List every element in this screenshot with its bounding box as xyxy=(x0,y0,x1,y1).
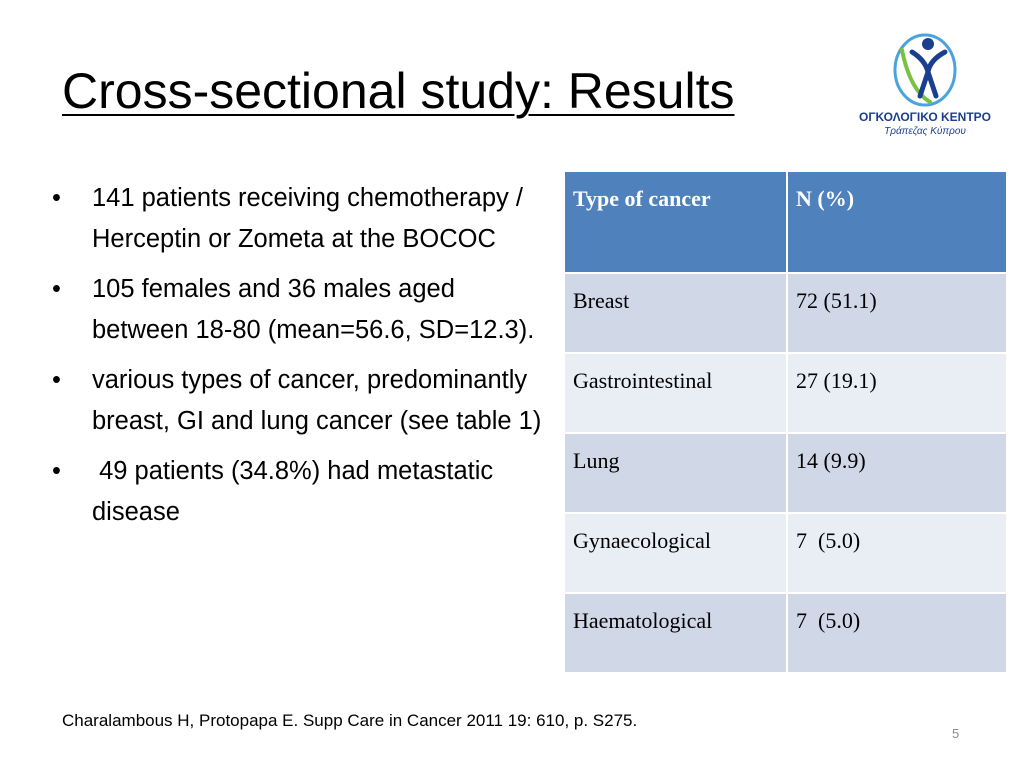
count-cell: 14 (9.9) xyxy=(786,432,1008,514)
header-type-of-cancer: Type of cancer xyxy=(563,170,788,274)
bullet-marker: • xyxy=(52,366,61,394)
count-cell: 72 (51.1) xyxy=(786,272,1008,354)
bullet-text: 141 patients receiving chemotherapy / He… xyxy=(92,184,523,253)
cancer-type-cell: Gynaecological xyxy=(563,512,788,594)
count-cell: 27 (19.1) xyxy=(786,352,1008,434)
table-header-row: Type of cancer N (%) xyxy=(563,170,1008,274)
bullet-text: 49 patients (34.8%) had metastatic disea… xyxy=(92,457,501,526)
table-row: Haematological 7 (5.0) xyxy=(563,592,1008,674)
header-n-percent: N (%) xyxy=(786,170,1008,274)
results-bullet-list: • 141 patients receiving chemotherapy / H… xyxy=(52,178,542,542)
table-row: Gastrointestinal 27 (19.1) xyxy=(563,352,1008,434)
count-cell: 7 (5.0) xyxy=(786,592,1008,674)
figure-logo-icon xyxy=(893,33,957,107)
logo-subtitle: Τράπεζας Κύπρου xyxy=(884,126,966,137)
bullet-text: various types of cancer, predominantly b… xyxy=(92,366,542,435)
oncology-center-logo: ΟΓΚΟΛΟΓΙΚΟ ΚΕΝΤΡΟ Τράπεζας Κύπρου xyxy=(850,30,1000,150)
slide-title: Cross-sectional study: Results xyxy=(62,63,735,119)
table-row: Lung 14 (9.9) xyxy=(563,432,1008,514)
cancer-type-cell: Haematological xyxy=(563,592,788,674)
table-row: Gynaecological 7 (5.0) xyxy=(563,512,1008,594)
table-row: Breast 72 (51.1) xyxy=(563,272,1008,354)
bullet-marker: • xyxy=(52,275,61,303)
count-cell: 7 (5.0) xyxy=(786,512,1008,594)
bullet-item: • various types of cancer, predominantly … xyxy=(52,360,542,442)
bullet-marker: • xyxy=(52,457,61,485)
citation-text: Charalambous H, Protopapa E. Supp Care i… xyxy=(62,711,638,730)
bullet-item: • 105 females and 36 males aged between 1… xyxy=(52,269,542,351)
bullet-item: • 49 patients (34.8%) had metastatic dis… xyxy=(52,451,542,533)
bullet-text: 105 females and 36 males aged between 18… xyxy=(92,275,535,344)
cancer-type-cell: Lung xyxy=(563,432,788,514)
logo-name: ΟΓΚΟΛΟΓΙΚΟ ΚΕΝΤΡΟ xyxy=(858,110,992,124)
cancer-type-cell: Gastrointestinal xyxy=(563,352,788,434)
cancer-type-cell: Breast xyxy=(563,272,788,354)
cancer-type-table: Type of cancer N (%) Breast 72 (51.1) Ga… xyxy=(563,170,1008,674)
bullet-item: • 141 patients receiving chemotherapy / H… xyxy=(52,178,542,260)
slide-page-number: 5 xyxy=(952,726,960,741)
bullet-marker: • xyxy=(52,184,61,212)
